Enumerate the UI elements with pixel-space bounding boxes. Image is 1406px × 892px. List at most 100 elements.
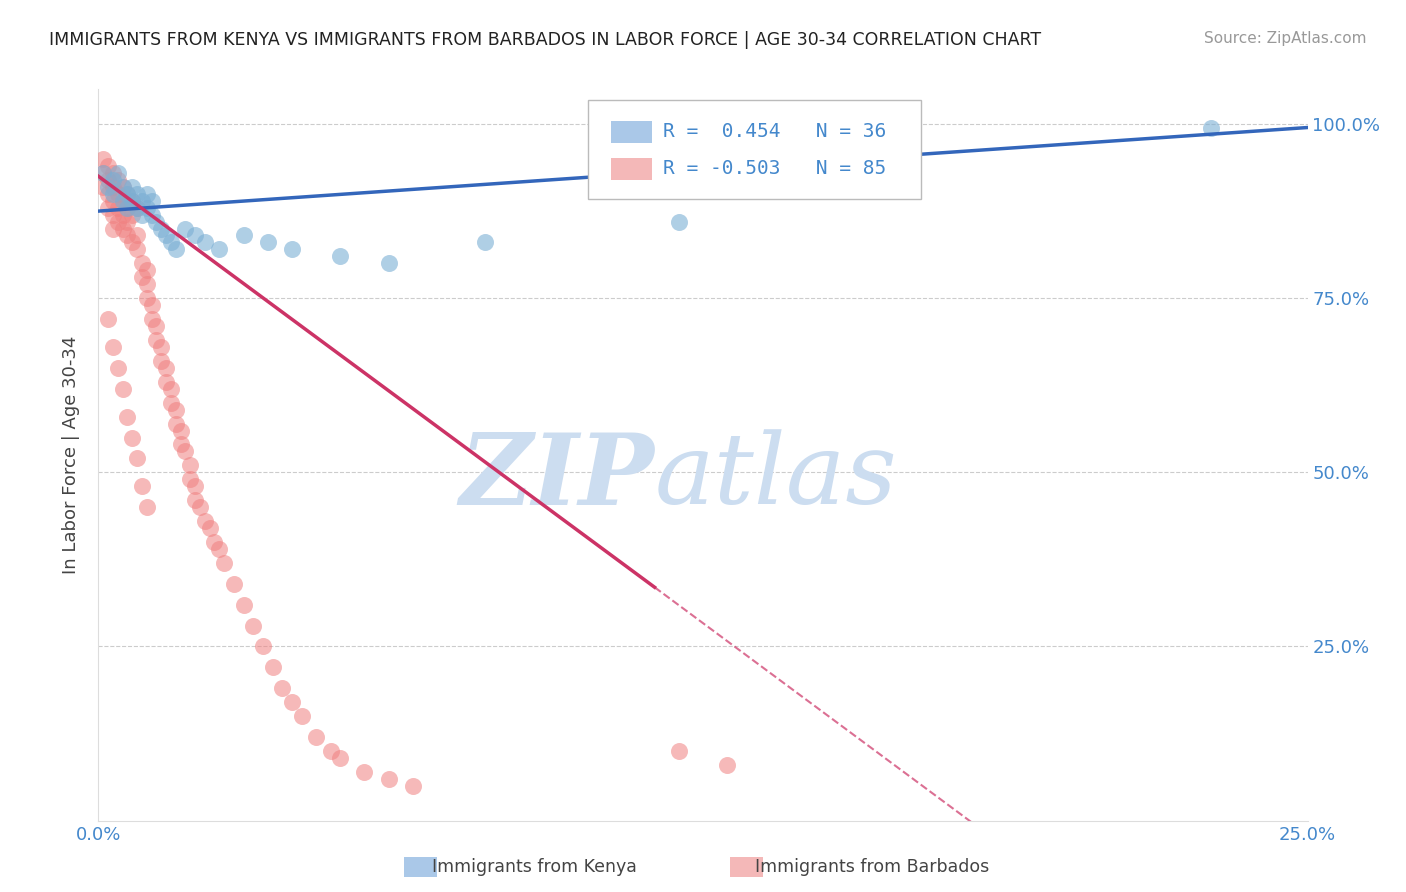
Point: [127, 201, 149, 215]
Point: [111, 221, 134, 235]
Text: atlas: atlas: [655, 429, 897, 524]
Point: [101, 194, 124, 208]
Y-axis label: In Labor Force | Age 30-34: In Labor Force | Age 30-34: [62, 335, 80, 574]
Point: [117, 201, 139, 215]
Point: [716, 758, 738, 772]
Point: [155, 360, 177, 375]
Point: [169, 424, 191, 438]
Point: [107, 166, 129, 180]
Point: [377, 256, 399, 270]
Text: IMMIGRANTS FROM KENYA VS IMMIGRANTS FROM BARBADOS IN LABOR FORCE | AGE 30-34 COR: IMMIGRANTS FROM KENYA VS IMMIGRANTS FROM…: [49, 31, 1042, 49]
Point: [135, 500, 157, 515]
Point: [256, 235, 278, 250]
Point: [208, 243, 231, 257]
Point: [107, 186, 129, 201]
FancyBboxPatch shape: [588, 100, 921, 199]
FancyBboxPatch shape: [730, 857, 763, 877]
Point: [1199, 120, 1222, 135]
Point: [121, 194, 143, 208]
Point: [107, 214, 129, 228]
Point: [97, 159, 120, 173]
Point: [281, 243, 304, 257]
Point: [91, 166, 114, 180]
Point: [127, 243, 149, 257]
Point: [145, 214, 167, 228]
Point: [135, 186, 157, 201]
Point: [127, 186, 149, 201]
Point: [188, 500, 211, 515]
Point: [150, 340, 173, 354]
Point: [91, 152, 114, 166]
Text: Immigrants from Kenya: Immigrants from Kenya: [432, 858, 637, 876]
Point: [127, 201, 149, 215]
Point: [111, 179, 134, 194]
Point: [290, 709, 312, 723]
Point: [212, 556, 235, 570]
FancyBboxPatch shape: [404, 857, 437, 877]
Point: [242, 618, 264, 632]
Point: [145, 333, 167, 347]
Point: [194, 235, 217, 250]
Point: [271, 681, 294, 696]
Point: [668, 744, 690, 758]
Point: [127, 451, 149, 466]
Point: [668, 214, 690, 228]
Point: [131, 208, 153, 222]
Point: [145, 319, 167, 334]
Point: [155, 228, 177, 243]
Text: Source: ZipAtlas.com: Source: ZipAtlas.com: [1204, 31, 1367, 46]
Point: [111, 179, 134, 194]
Point: [97, 179, 120, 194]
Point: [165, 402, 187, 417]
Point: [101, 221, 124, 235]
Point: [474, 235, 496, 250]
Point: [232, 228, 254, 243]
Point: [131, 194, 153, 208]
Point: [198, 521, 221, 535]
Point: [101, 166, 124, 180]
Point: [101, 340, 124, 354]
Point: [127, 228, 149, 243]
Point: [101, 173, 124, 187]
Point: [329, 249, 352, 263]
Point: [179, 472, 201, 486]
Point: [121, 208, 143, 222]
Point: [150, 221, 173, 235]
Point: [121, 235, 143, 250]
Point: [97, 173, 120, 187]
Point: [141, 298, 163, 312]
Point: [141, 208, 163, 222]
Text: Immigrants from Barbados: Immigrants from Barbados: [755, 858, 988, 876]
FancyBboxPatch shape: [612, 121, 652, 144]
Point: [117, 228, 139, 243]
Point: [91, 166, 114, 180]
Point: [117, 409, 139, 424]
Point: [117, 214, 139, 228]
Point: [169, 437, 191, 451]
Point: [131, 479, 153, 493]
Point: [91, 179, 114, 194]
Text: ZIP: ZIP: [460, 429, 655, 525]
Point: [232, 598, 254, 612]
Point: [160, 382, 183, 396]
Point: [107, 201, 129, 215]
Point: [194, 514, 217, 528]
Point: [184, 479, 207, 493]
Point: [111, 194, 134, 208]
Point: [262, 660, 284, 674]
Point: [141, 312, 163, 326]
Point: [131, 256, 153, 270]
Point: [111, 382, 134, 396]
Point: [101, 179, 124, 194]
Point: [319, 744, 342, 758]
Text: R = -0.503   N = 85: R = -0.503 N = 85: [664, 159, 886, 178]
Point: [165, 243, 187, 257]
Point: [107, 360, 129, 375]
Point: [121, 430, 143, 444]
Point: [97, 201, 120, 215]
Point: [208, 541, 231, 556]
Point: [222, 576, 245, 591]
Point: [155, 375, 177, 389]
Point: [353, 764, 375, 779]
Point: [117, 201, 139, 215]
